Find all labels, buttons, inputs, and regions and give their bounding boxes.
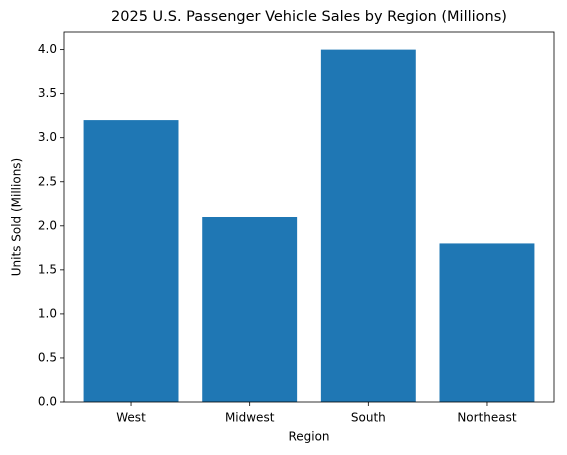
- bar: [439, 243, 535, 402]
- y-tick-label: 0.0: [38, 395, 57, 409]
- y-tick-label: 1.0: [38, 306, 57, 320]
- x-tick-label: West: [116, 411, 146, 425]
- chart-title: 2025 U.S. Passenger Vehicle Sales by Reg…: [111, 9, 507, 25]
- y-tick-label: 3.0: [38, 130, 57, 144]
- y-tick-label: 2.5: [38, 174, 57, 188]
- y-tick-label: 0.5: [38, 350, 57, 364]
- y-tick-label: 2.0: [38, 218, 57, 232]
- y-tick-label: 4.0: [38, 42, 57, 56]
- y-tick-label: 3.5: [38, 86, 57, 100]
- bar: [320, 49, 416, 402]
- x-tick-label: South: [351, 411, 386, 425]
- bar: [202, 217, 298, 402]
- y-tick-label: 1.5: [38, 262, 57, 276]
- bar: [83, 120, 179, 402]
- x-axis-label: Region: [288, 430, 329, 444]
- y-axis-label: Units Sold (Millions): [10, 158, 24, 276]
- plot-frame: [63, 31, 555, 403]
- x-tick-label: Midwest: [225, 411, 275, 425]
- x-tick-label: Northeast: [457, 411, 517, 425]
